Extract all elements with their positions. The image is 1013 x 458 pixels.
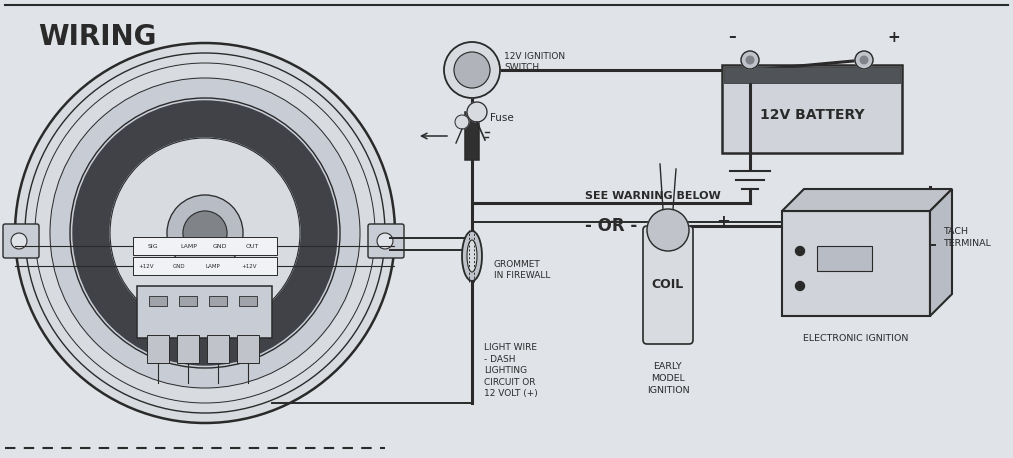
Text: +12V: +12V [139,263,154,268]
Bar [179,296,197,306]
Text: LAMP: LAMP [180,244,197,249]
Text: ELECTRONIC IGNITION: ELECTRONIC IGNITION [803,334,909,343]
Bar [149,296,167,306]
Text: - OR -: - OR - [585,217,637,235]
FancyBboxPatch shape [643,226,693,344]
Text: SEE WARNING BELOW: SEE WARNING BELOW [585,191,721,201]
Circle shape [647,209,689,251]
Text: –: – [728,29,735,44]
Circle shape [746,56,754,64]
Text: LIGHT WIRE
- DASH
LIGHTING
CIRCUIT OR
12 VOLT (+): LIGHT WIRE - DASH LIGHTING CIRCUIT OR 12… [484,343,538,398]
Bar [817,246,872,271]
Text: OUT: OUT [246,244,259,249]
Text: EARLY
MODEL
IGNITION: EARLY MODEL IGNITION [646,362,689,395]
Text: 12V BATTERY: 12V BATTERY [760,108,864,122]
FancyBboxPatch shape [3,224,38,258]
Polygon shape [930,189,952,316]
FancyBboxPatch shape [368,224,404,258]
Circle shape [11,233,27,249]
Circle shape [110,138,300,328]
Text: COIL: COIL [652,278,684,291]
Polygon shape [782,189,952,211]
Bar [147,335,169,363]
Bar [133,237,277,255]
Bar [465,112,479,160]
Text: +: + [887,29,901,44]
Text: GND: GND [173,263,185,268]
Bar [724,67,900,83]
Circle shape [15,43,395,423]
Bar [177,335,199,363]
Text: 12V IGNITION
SWITCH: 12V IGNITION SWITCH [504,52,565,72]
Text: WIRING: WIRING [38,23,156,51]
Text: +: + [716,213,730,231]
Text: TACH
TERMINAL: TACH TERMINAL [943,227,991,248]
FancyBboxPatch shape [137,286,272,338]
FancyBboxPatch shape [782,211,930,316]
Text: –: – [609,213,617,231]
Circle shape [454,52,490,88]
Text: GROMMET
IN FIREWALL: GROMMET IN FIREWALL [494,260,550,280]
FancyBboxPatch shape [722,65,902,153]
Circle shape [50,78,360,388]
Circle shape [167,195,243,271]
Ellipse shape [467,240,477,272]
Text: +12V: +12V [241,263,257,268]
Circle shape [855,51,873,69]
Circle shape [444,42,500,98]
Bar [237,335,259,363]
Bar [209,296,227,306]
Circle shape [73,101,337,365]
Ellipse shape [462,231,482,281]
Circle shape [377,233,393,249]
Bar [239,296,257,306]
Text: Fuse: Fuse [490,113,514,123]
Bar [207,335,229,363]
Circle shape [455,115,469,129]
Circle shape [795,246,804,256]
Bar [133,257,277,275]
Text: LAMP: LAMP [206,263,220,268]
Text: SIG: SIG [148,244,158,249]
Circle shape [183,211,227,255]
Circle shape [741,51,759,69]
Circle shape [860,56,868,64]
Circle shape [467,102,487,122]
Circle shape [795,282,804,290]
Text: GND: GND [212,244,227,249]
